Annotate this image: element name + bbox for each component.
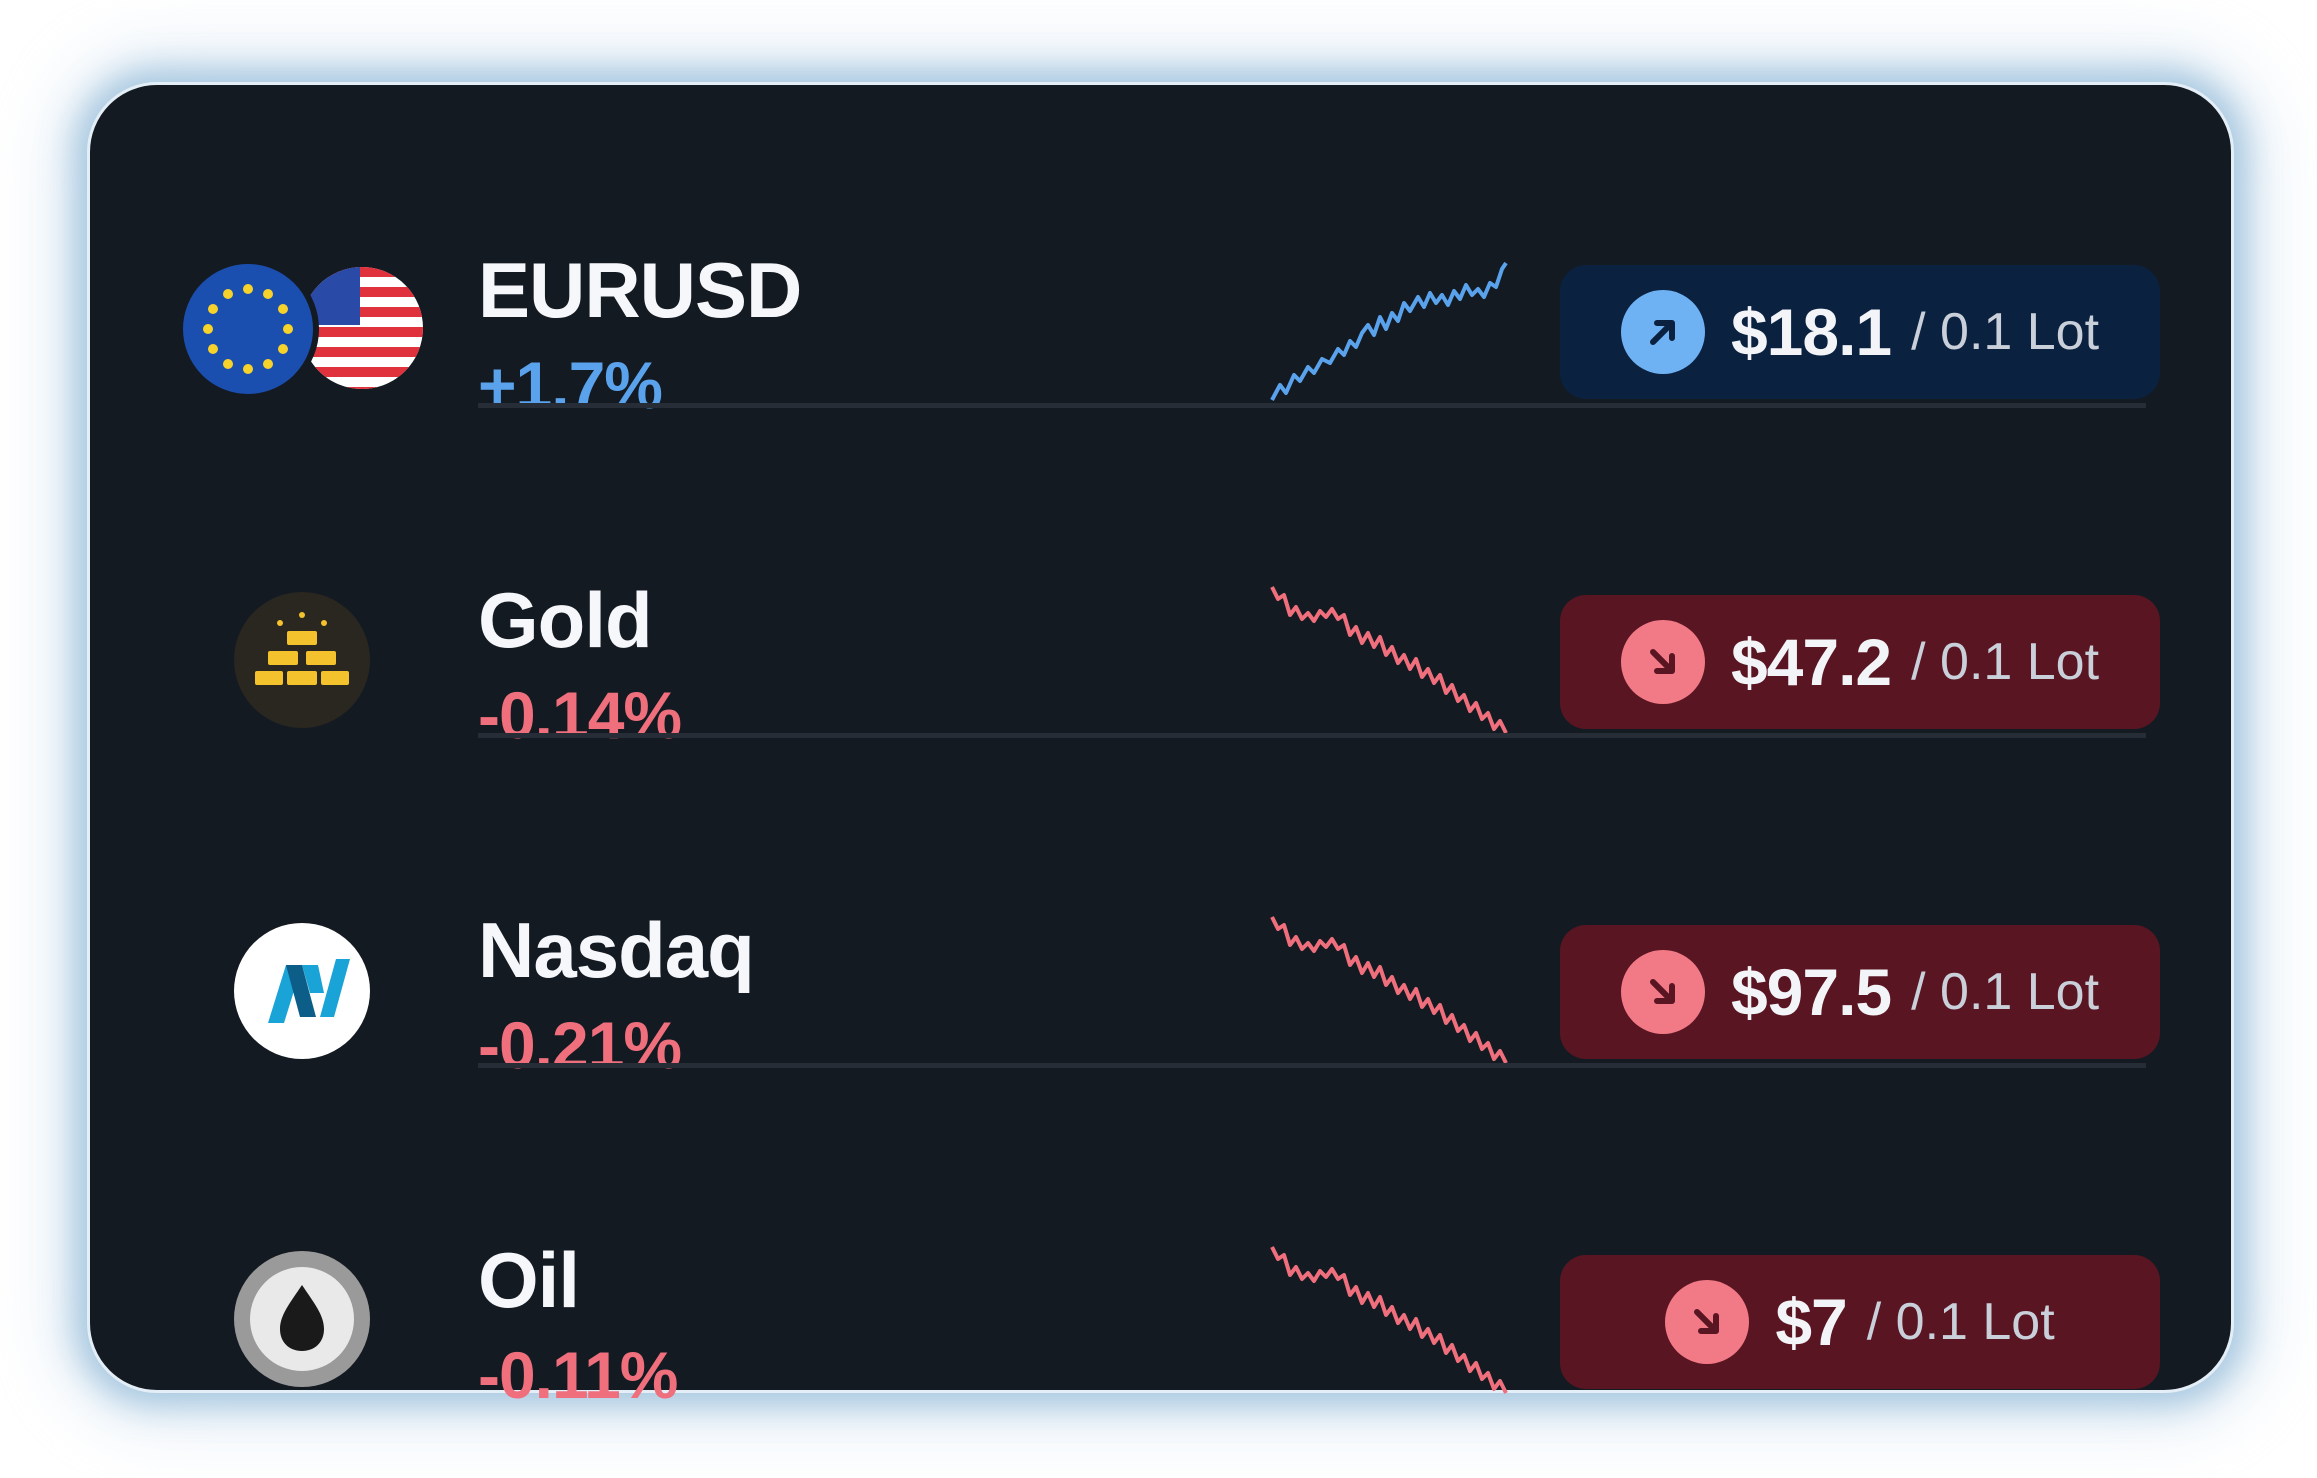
lot-label: / 0.1 Lot xyxy=(1911,633,2100,691)
instrument-row-oil[interactable]: Oil -0.11% $7 / 0.1 Lot xyxy=(90,1105,2231,1435)
arrow-down-right-icon xyxy=(1620,620,1705,704)
instrument-name: Nasdaq xyxy=(478,906,755,994)
arrow-up-right-icon xyxy=(1620,290,1705,374)
instrument-name: EURUSD xyxy=(478,246,802,334)
price-label: $18.1 xyxy=(1730,295,1892,369)
arrow-down-right-icon xyxy=(1620,950,1705,1034)
buy-button[interactable]: $18.1 / 0.1 Lot xyxy=(1560,265,2160,399)
row-divider xyxy=(478,403,2146,408)
price-label: $97.5 xyxy=(1730,955,1892,1029)
gold-bars-icon xyxy=(90,445,490,775)
instrument-change: -0.21% xyxy=(478,1008,682,1082)
price-label: $7 xyxy=(1775,1285,1847,1359)
eu-us-flags-icon xyxy=(90,115,490,445)
instrument-row-gold[interactable]: Gold -0.14% $47.2 / 0.1 Lot xyxy=(90,445,2231,775)
instrument-change: -0.11% xyxy=(478,1338,678,1412)
instrument-change: +1.7% xyxy=(478,348,663,422)
nasdaq-logo-icon xyxy=(90,775,490,1105)
instrument-name: Gold xyxy=(478,576,653,664)
lot-label: / 0.1 Lot xyxy=(1866,1293,2055,1351)
row-divider xyxy=(478,1063,2146,1068)
row-divider xyxy=(478,733,2146,738)
sparkline-down-chart xyxy=(1270,586,1508,734)
sell-button[interactable]: $97.5 / 0.1 Lot xyxy=(1560,925,2160,1059)
lot-label: / 0.1 Lot xyxy=(1911,963,2100,1021)
sparkline-up-chart xyxy=(1270,261,1508,401)
sparkline-down-chart xyxy=(1270,916,1508,1064)
instrument-change: -0.14% xyxy=(478,678,682,752)
oil-drop-icon xyxy=(90,1105,490,1435)
sell-button[interactable]: $7 / 0.1 Lot xyxy=(1560,1255,2160,1389)
instruments-card: EURUSD +1.7% $18.1 / 0.1 Lot xyxy=(87,82,2234,1412)
price-label: $47.2 xyxy=(1730,625,1892,699)
instrument-name: Oil xyxy=(478,1236,580,1324)
instrument-row-eurusd[interactable]: EURUSD +1.7% $18.1 / 0.1 Lot xyxy=(90,115,2231,445)
sell-button[interactable]: $47.2 / 0.1 Lot xyxy=(1560,595,2160,729)
arrow-down-right-icon xyxy=(1665,1280,1750,1364)
lot-label: / 0.1 Lot xyxy=(1911,303,2100,361)
sparkline-down-chart xyxy=(1270,1246,1508,1394)
instrument-row-nasdaq[interactable]: Nasdaq -0.21% $97.5 / 0.1 Lot xyxy=(90,775,2231,1105)
